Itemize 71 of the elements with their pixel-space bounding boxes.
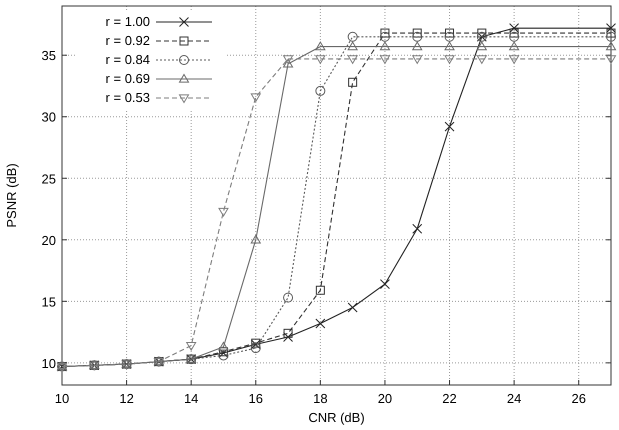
x-tick-label: 18	[313, 391, 328, 406]
legend-label: r = 1.00	[106, 14, 150, 29]
x-tick-label: 20	[378, 391, 392, 406]
point	[445, 28, 454, 38]
point	[412, 55, 422, 64]
point	[348, 55, 358, 64]
point	[380, 28, 390, 38]
point	[380, 32, 390, 42]
point	[348, 32, 358, 42]
point	[606, 55, 616, 64]
point	[218, 208, 228, 216]
y-tick-label: 20	[42, 232, 56, 248]
point	[250, 234, 261, 244]
point	[315, 42, 326, 50]
x-tick-label: 14	[184, 391, 198, 406]
point	[348, 42, 358, 50]
point	[412, 32, 422, 42]
point	[444, 42, 455, 50]
point	[509, 32, 520, 42]
point	[509, 23, 520, 34]
point	[476, 42, 487, 50]
point	[477, 28, 486, 38]
point	[444, 122, 455, 132]
point	[606, 32, 616, 42]
point	[509, 42, 520, 50]
point	[412, 28, 422, 38]
point	[510, 28, 519, 38]
point	[283, 332, 294, 342]
x-tick-label: 12	[119, 391, 134, 406]
legend-label: r = 0.69	[106, 71, 150, 86]
point	[283, 55, 294, 64]
point	[444, 32, 455, 42]
point	[412, 224, 422, 234]
y-tick-label: 35	[42, 48, 56, 64]
point	[315, 86, 326, 96]
legend-label: r = 0.53	[106, 90, 150, 105]
point	[348, 302, 358, 312]
point	[186, 342, 196, 351]
point	[380, 279, 390, 290]
y-tick-label: 10	[42, 356, 56, 371]
point	[250, 93, 261, 102]
point	[218, 342, 228, 351]
legend-label: r = 0.84	[106, 52, 150, 67]
point	[348, 78, 358, 87]
y-axis-title: PSNR (dB)	[4, 163, 19, 228]
y-tick-label: 30	[42, 110, 56, 125]
x-tick-label: 26	[571, 391, 586, 406]
point	[444, 55, 455, 64]
x-tick-label: 24	[506, 391, 522, 406]
point	[315, 318, 326, 328]
y-tick-label: 15	[42, 294, 56, 310]
point	[380, 55, 390, 64]
x-tick-label: 22	[442, 391, 457, 406]
point	[606, 23, 616, 34]
point	[315, 55, 326, 64]
y-tick-label: 25	[42, 171, 56, 186]
x-axis-title: CNR (dB)	[308, 410, 365, 425]
point	[509, 55, 520, 64]
point	[476, 55, 487, 64]
point	[606, 42, 616, 50]
point	[380, 42, 390, 50]
point	[250, 343, 261, 354]
point	[284, 328, 293, 338]
point	[606, 28, 616, 38]
point	[316, 286, 325, 295]
point	[283, 292, 294, 303]
x-tick-label: 10	[54, 391, 70, 406]
point	[412, 42, 422, 50]
x-tick-label: 16	[248, 391, 263, 406]
legend-label: r = 0.92	[106, 33, 150, 48]
point	[283, 58, 294, 68]
